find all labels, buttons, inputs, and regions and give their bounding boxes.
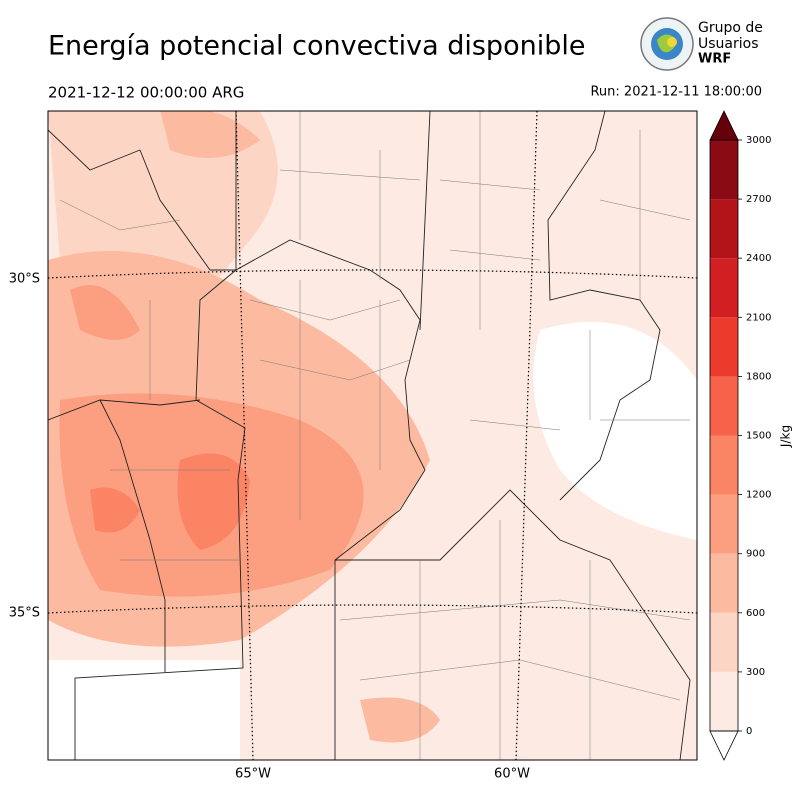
lon-label: 60°W <box>494 767 530 782</box>
colorbar-bin <box>710 376 738 436</box>
colorbar-tick-label: 1800 <box>746 371 771 382</box>
run-time: Run: 2021-12-11 18:00:00 <box>590 85 762 100</box>
logo: Grupo de Usuarios WRF <box>640 17 763 71</box>
valid-time: 2021-12-12 00:00:00 ARG <box>48 84 244 102</box>
colorbar-tick-label: 300 <box>746 667 765 678</box>
colorbar-tick-label: 2100 <box>746 312 771 323</box>
colorbar: 0 300 600 900 1200 1500 1800 2100 2400 2700 3000 <box>709 110 771 761</box>
colorbar-tick-label: 3000 <box>746 135 771 146</box>
lon-label: 65°W <box>235 767 271 782</box>
lat-label: 35°S <box>9 606 40 621</box>
logo-text: Grupo de <box>698 20 763 36</box>
colorbar-tick-label: 600 <box>746 608 765 619</box>
colorbar-bin <box>710 140 738 200</box>
colorbar-tick-label: 1500 <box>746 431 771 442</box>
colorbar-tick-label: 2400 <box>746 253 771 264</box>
colorbar-bin <box>710 199 738 259</box>
colorbar-under <box>709 730 739 761</box>
logo-text: WRF <box>698 52 731 67</box>
colorbar-bin <box>710 612 738 672</box>
map-field <box>48 111 697 760</box>
colorbar-bin <box>710 553 738 613</box>
colorbar-bin <box>710 435 738 495</box>
colorbar-tick-label: 900 <box>746 549 765 560</box>
colorbar-over <box>709 110 739 141</box>
colorbar-bin <box>710 671 738 731</box>
colorbar-tick-label: 1200 <box>746 490 771 501</box>
colorbar-bin <box>710 494 738 554</box>
colorbar-label: J/kg <box>779 425 793 448</box>
colorbar-bin <box>710 317 738 377</box>
colorbar-tick-label: 2700 <box>746 194 771 205</box>
lat-label: 30°S <box>9 272 40 287</box>
title: Energía potencial convectiva disponible <box>48 31 585 62</box>
colorbar-tick-label: 0 <box>746 726 752 737</box>
colorbar-bin <box>710 258 738 318</box>
map-frame <box>47 110 698 761</box>
logo-text: Usuarios <box>698 36 759 52</box>
